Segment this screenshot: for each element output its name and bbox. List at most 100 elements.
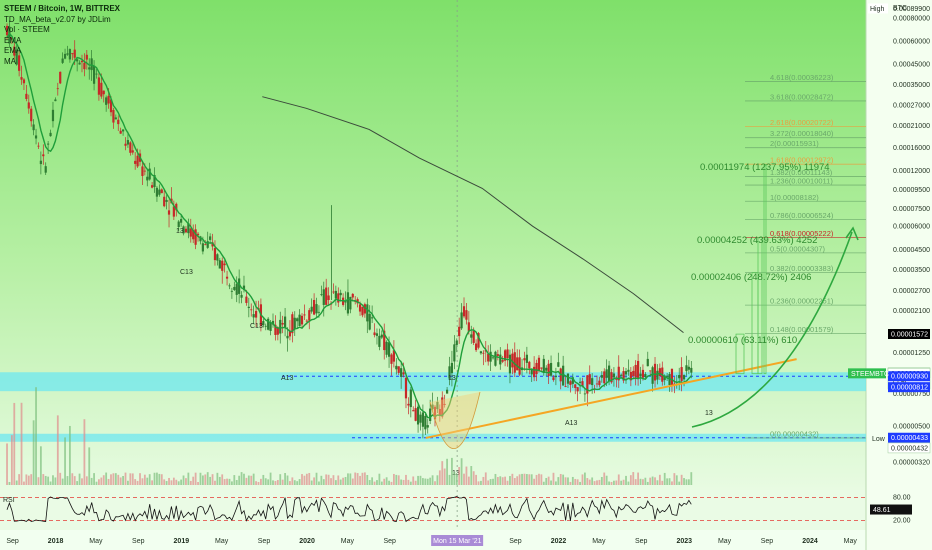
volume-bar [238, 475, 241, 485]
volume-bar [356, 473, 359, 485]
price-tick-label: 0.00002100 [893, 308, 930, 315]
candle-body [433, 406, 437, 420]
volume-bar [429, 477, 432, 485]
price-axis-background [866, 0, 932, 550]
volume-bar [376, 480, 378, 485]
volume-bar [308, 472, 311, 485]
volume-bar [550, 480, 552, 485]
volume-bar [127, 480, 129, 485]
volume-bar [663, 472, 666, 485]
candle-body [569, 381, 572, 385]
volume-bar [201, 475, 204, 485]
volume-bar [605, 475, 608, 485]
candle-body [163, 196, 166, 207]
candle-body [211, 242, 214, 247]
volume-bar [385, 477, 388, 485]
price-badge [888, 371, 930, 382]
volume-bar [141, 478, 144, 485]
candle-body [97, 77, 101, 95]
volume-bar [419, 475, 422, 485]
volume-bar [407, 479, 410, 485]
volume-bar [35, 387, 37, 485]
candle-body [158, 189, 161, 195]
volume-bar [465, 466, 468, 485]
price-tick-label: 0.00001250 [893, 350, 930, 357]
candle-body [610, 372, 613, 383]
volume-bar [671, 481, 673, 485]
candle-body [315, 304, 318, 314]
price-badge [888, 329, 930, 340]
candle-body [245, 296, 248, 303]
legend-ema-1[interactable]: EMA [4, 35, 22, 45]
candle-body [385, 341, 388, 355]
candle-body [620, 374, 623, 376]
candle-body [221, 260, 224, 271]
candle-body [453, 344, 456, 362]
legend-ema-2[interactable]: EMA [4, 46, 22, 55]
forecast-arrow [691, 231, 853, 428]
measurement-label: 0.00004252 (439.63%) 4252 [697, 235, 817, 246]
volume-bar [598, 479, 601, 485]
volume-bar [576, 479, 579, 485]
candle-body [576, 387, 579, 392]
candle-body [228, 285, 231, 287]
legend-symbol[interactable]: STEEM / Bitcoin, 1W, BITTREX [4, 4, 121, 13]
td-count-label: 13 [705, 410, 713, 417]
price-tick-label: 0.00045000 [893, 62, 930, 69]
volume-bar [535, 474, 538, 485]
candle-body [339, 292, 342, 296]
volume-bar [165, 481, 168, 485]
fib-level-label: 0.618(0.00005222) [770, 229, 834, 238]
legend-td-indicator[interactable]: TD_MA_beta_v2.07 by JDLim [4, 14, 111, 24]
legend-ma[interactable]: MA [4, 56, 16, 66]
volume-bar [680, 474, 683, 485]
volume-bar [192, 476, 195, 485]
time-axis-label: 2024 [802, 538, 818, 545]
volume-bar [513, 478, 516, 485]
candle-body [85, 54, 88, 60]
rsi-lower-label: 20.00 [893, 517, 911, 524]
candle-body [489, 351, 492, 362]
candle-body [187, 223, 190, 234]
candle-body [540, 367, 543, 369]
price-badge-label: 0.00001572 [891, 332, 928, 339]
fib-level-label: 1.382(0.00011143) [770, 168, 833, 177]
candle-body [366, 304, 369, 322]
candle-body [230, 290, 233, 292]
volume-bar [8, 481, 11, 485]
legend-volume[interactable]: Vol · STEEM [4, 25, 50, 34]
fib-level-label: 0.786(0.00006524) [770, 211, 834, 220]
volume-bar [622, 479, 625, 485]
candle-body [380, 334, 383, 338]
rsi-value-badge [870, 504, 912, 515]
candle-body [414, 408, 417, 421]
volume-bar [484, 472, 487, 485]
candle-body [334, 290, 337, 299]
volume-bar [143, 474, 146, 485]
volume-bar [100, 477, 103, 485]
candle-body [303, 314, 306, 316]
candle-body [591, 378, 594, 386]
candle-body [49, 132, 52, 137]
candle-body [119, 130, 122, 134]
price-tick-label: 0.00016000 [893, 145, 930, 152]
volume-bar [23, 481, 25, 485]
candle-body [279, 319, 282, 334]
price-badge-label: 0.00000812 [891, 385, 928, 392]
candle-body [254, 310, 258, 318]
candle-body [247, 306, 250, 309]
volume-bar [175, 479, 178, 485]
price-tick-label: 0.00006000 [893, 224, 930, 231]
volume-bar [185, 478, 187, 485]
volume-bar [27, 475, 30, 485]
volume-bar [168, 477, 170, 485]
time-axis-label: May [89, 538, 103, 545]
td-count-label: 13 [448, 375, 456, 382]
td-count-label: 13 [452, 470, 460, 477]
price-tick-label: 0.00089900 [893, 6, 930, 13]
support-band [0, 372, 866, 392]
high-label-box [868, 3, 888, 14]
volume-bar [475, 474, 478, 485]
